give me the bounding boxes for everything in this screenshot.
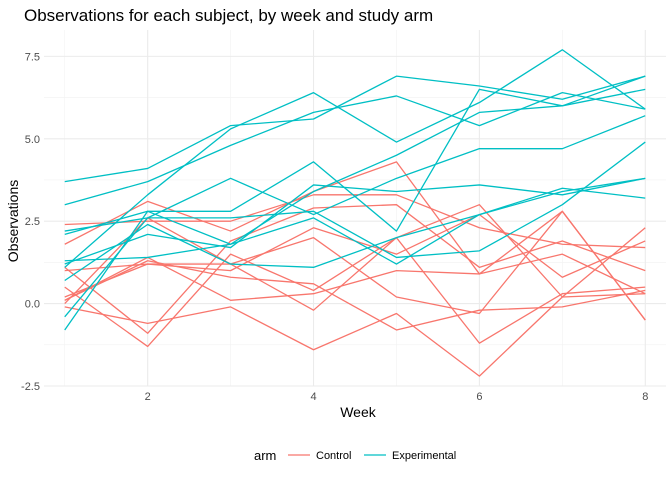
y-tick-label: -2.5: [21, 381, 40, 393]
legend: arm Control Experimental: [254, 448, 456, 463]
series-line-control-2: [64, 161, 646, 321]
legend-label-control: Control: [316, 450, 351, 462]
series-line-experimental-13: [64, 49, 646, 268]
series-line-experimental-12: [64, 91, 646, 206]
x-tick-label: 8: [642, 391, 648, 403]
series-line-control-7: [64, 217, 646, 344]
series-line-experimental-18: [64, 141, 646, 318]
series-line-experimental-11: [64, 75, 646, 183]
y-tick-labels: -2.5 0.0 2.5 5.0 7.5: [21, 51, 40, 393]
x-tick-labels: 2 4 6 8: [145, 391, 649, 403]
chart-title: Observations for each subject, by week a…: [24, 6, 433, 25]
series-line-control-3: [64, 204, 646, 334]
y-tick-label: 5.0: [25, 134, 40, 146]
series-line-control-8: [64, 293, 646, 377]
x-tick-label: 6: [476, 391, 482, 403]
series-lines: [64, 49, 646, 377]
y-tick-label: 7.5: [25, 51, 40, 63]
series-line-experimental-19: [64, 75, 646, 331]
series-line-control-5: [64, 204, 646, 348]
series-line-experimental-20: [64, 177, 646, 265]
x-tick-label: 4: [310, 391, 316, 403]
series-line-control-1: [64, 194, 646, 249]
x-tick-label: 2: [145, 391, 151, 403]
series-line-experimental-15: [64, 115, 646, 232]
y-axis-title: Observations: [5, 180, 21, 262]
y-tick-label: 0.0: [25, 299, 40, 311]
series-line-control-10: [64, 260, 646, 331]
series-line-experimental-17: [64, 187, 646, 282]
legend-label-experimental: Experimental: [392, 450, 456, 462]
y-tick-label: 2.5: [25, 216, 40, 228]
legend-title: arm: [254, 448, 276, 463]
x-axis-title: Week: [340, 404, 377, 420]
